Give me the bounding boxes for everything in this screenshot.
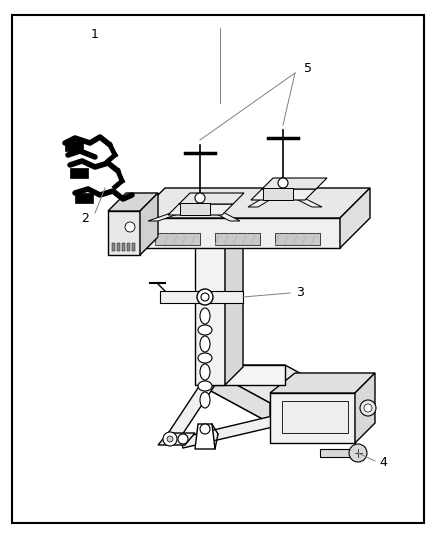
Polygon shape	[340, 188, 370, 248]
Bar	[70, 168, 88, 178]
Polygon shape	[135, 218, 340, 248]
Bar	[65, 141, 83, 151]
Circle shape	[178, 434, 188, 444]
Circle shape	[278, 178, 288, 188]
Ellipse shape	[200, 336, 210, 352]
Polygon shape	[155, 233, 200, 245]
Polygon shape	[248, 195, 278, 207]
Polygon shape	[251, 189, 316, 200]
Polygon shape	[158, 433, 195, 445]
Polygon shape	[165, 385, 215, 438]
Ellipse shape	[200, 308, 210, 324]
Polygon shape	[270, 373, 375, 393]
Circle shape	[163, 432, 177, 446]
Ellipse shape	[200, 364, 210, 380]
Polygon shape	[160, 291, 243, 303]
Ellipse shape	[198, 353, 212, 363]
Polygon shape	[355, 373, 375, 443]
Circle shape	[360, 400, 376, 416]
Bar	[112, 243, 115, 251]
Polygon shape	[135, 188, 370, 218]
Polygon shape	[195, 200, 243, 218]
Polygon shape	[195, 424, 215, 449]
Text: 3: 3	[296, 287, 304, 300]
Bar	[122, 243, 125, 251]
Polygon shape	[225, 200, 243, 385]
Text: 5: 5	[304, 61, 312, 75]
Polygon shape	[140, 193, 158, 255]
Text: 1: 1	[91, 28, 99, 42]
Polygon shape	[108, 211, 140, 255]
Polygon shape	[282, 401, 348, 433]
Polygon shape	[180, 203, 210, 215]
Bar	[75, 193, 93, 203]
Circle shape	[349, 444, 367, 462]
Polygon shape	[179, 193, 244, 204]
Polygon shape	[320, 449, 355, 457]
Polygon shape	[262, 178, 327, 189]
Polygon shape	[205, 208, 240, 221]
Ellipse shape	[198, 381, 212, 391]
Polygon shape	[288, 195, 322, 207]
Bar	[127, 243, 130, 251]
Polygon shape	[270, 393, 355, 443]
Text: 2: 2	[81, 212, 89, 224]
Ellipse shape	[198, 325, 212, 335]
Bar	[132, 243, 135, 251]
Polygon shape	[108, 193, 158, 211]
Polygon shape	[200, 365, 285, 385]
Circle shape	[364, 404, 372, 412]
Polygon shape	[275, 233, 320, 245]
Circle shape	[201, 293, 209, 301]
Polygon shape	[200, 365, 270, 423]
Ellipse shape	[200, 392, 210, 408]
Polygon shape	[168, 204, 233, 215]
Text: 4: 4	[379, 456, 387, 470]
Polygon shape	[215, 233, 260, 245]
Polygon shape	[200, 365, 355, 403]
Circle shape	[197, 289, 213, 305]
Circle shape	[125, 222, 135, 232]
Bar	[117, 243, 120, 251]
Polygon shape	[180, 413, 290, 448]
Circle shape	[167, 436, 173, 442]
Polygon shape	[200, 385, 355, 423]
Polygon shape	[195, 218, 225, 385]
Polygon shape	[148, 208, 195, 221]
Circle shape	[200, 424, 210, 434]
Polygon shape	[263, 188, 293, 200]
Circle shape	[195, 193, 205, 203]
